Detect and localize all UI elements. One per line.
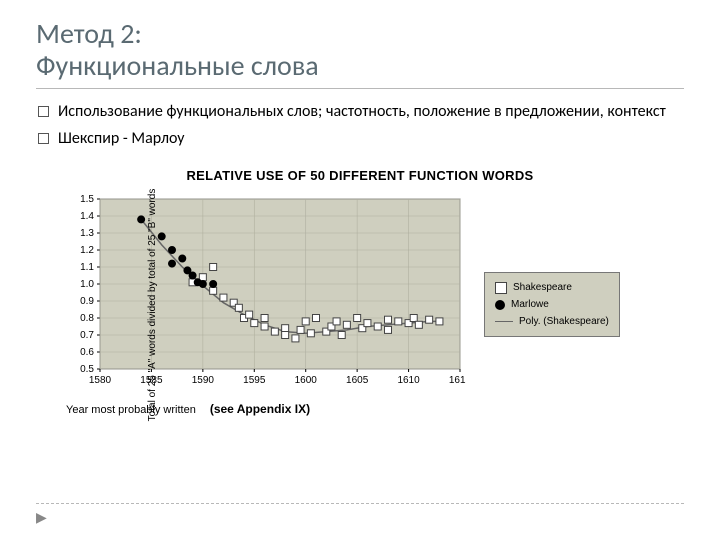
footer-divider — [36, 503, 684, 504]
bullet-item: Шекспир - Марлоу — [36, 128, 684, 150]
line-icon — [495, 321, 513, 322]
svg-text:1.0: 1.0 — [80, 279, 94, 290]
legend-item-shakespeare: Shakespeare — [495, 279, 609, 296]
bullet-item: Использование функциональных слов; часто… — [36, 101, 684, 123]
svg-text:1610: 1610 — [397, 375, 420, 386]
footer-arrow-icon: ▶ — [36, 509, 47, 526]
svg-text:1580: 1580 — [89, 375, 112, 386]
legend-label: Marlowe — [511, 296, 549, 313]
bullet-list: Использование функциональных слов; часто… — [36, 101, 684, 150]
legend-item-marlowe: Marlowe — [495, 296, 609, 313]
svg-text:1.1: 1.1 — [80, 262, 94, 273]
title-line-2: Функциональные слова — [36, 48, 319, 83]
chart-container: Total of 25 "A" words divided by total o… — [66, 193, 626, 416]
x-axis-appendix: (see Appendix IX) — [210, 402, 310, 416]
scatter-chart: 0.50.60.70.80.91.01.11.21.31.41.51580158… — [66, 193, 466, 391]
svg-text:0.8: 0.8 — [80, 313, 94, 324]
svg-text:0.9: 0.9 — [80, 296, 94, 307]
svg-text:1590: 1590 — [192, 375, 215, 386]
square-icon — [495, 282, 507, 294]
svg-text:0.6: 0.6 — [80, 347, 94, 358]
legend-label: Poly. (Shakespeare) — [519, 313, 609, 330]
y-axis-label: Total of 25 "A" words divided by total o… — [147, 188, 158, 421]
svg-text:1.2: 1.2 — [80, 245, 94, 256]
chart-legend: Shakespeare Marlowe Poly. (Shakespeare) — [484, 272, 620, 337]
svg-text:1605: 1605 — [346, 375, 369, 386]
x-axis-label: Year most probably written — [66, 404, 196, 416]
svg-text:1600: 1600 — [295, 375, 318, 386]
svg-text:1.5: 1.5 — [80, 194, 94, 205]
slide-title: Метод 2: Функциональные слова — [36, 18, 684, 82]
title-underline — [36, 88, 684, 89]
title-line-1: Метод 2: — [36, 16, 142, 51]
svg-text:1615: 1615 — [449, 375, 466, 386]
x-axis-label-row: Year most probably written (see Appendix… — [66, 402, 466, 416]
svg-text:1595: 1595 — [243, 375, 266, 386]
svg-text:0.5: 0.5 — [80, 364, 94, 375]
plot-box: Total of 25 "A" words divided by total o… — [66, 193, 466, 416]
legend-label: Shakespeare — [513, 279, 572, 296]
svg-text:1.4: 1.4 — [80, 211, 94, 222]
svg-text:1.3: 1.3 — [80, 228, 94, 239]
slide: Метод 2: Функциональные слова Использова… — [0, 0, 720, 540]
chart-title: RELATIVE USE OF 50 DIFFERENT FUNCTION WO… — [36, 168, 684, 183]
svg-text:0.7: 0.7 — [80, 330, 94, 341]
circle-icon — [495, 300, 505, 310]
legend-item-trend: Poly. (Shakespeare) — [495, 313, 609, 330]
